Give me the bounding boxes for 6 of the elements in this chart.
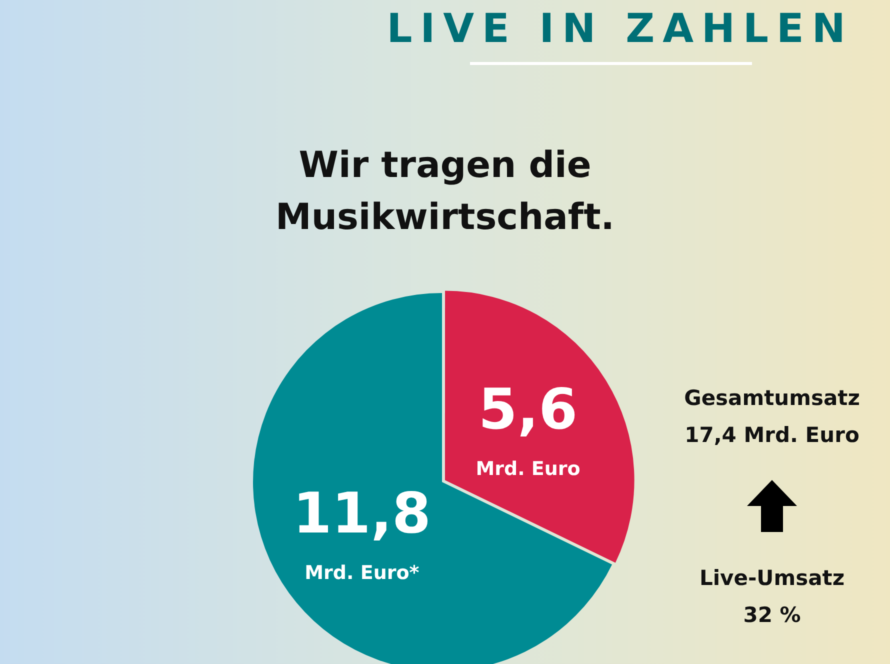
text: Live-Umsatz 32 % [698, 565, 846, 629]
text: Gesamtumsatz 17,4 Mrd. Euro [683, 385, 861, 449]
data-label: 11,8 Mrd. Euro* [292, 482, 432, 584]
chart-title: Wir tragen die Musikwirtschaft. [274, 144, 616, 240]
data-label: 5,6 Mrd. Euro [476, 378, 580, 480]
text: LIVE IN ZAHLEN [386, 6, 854, 52]
